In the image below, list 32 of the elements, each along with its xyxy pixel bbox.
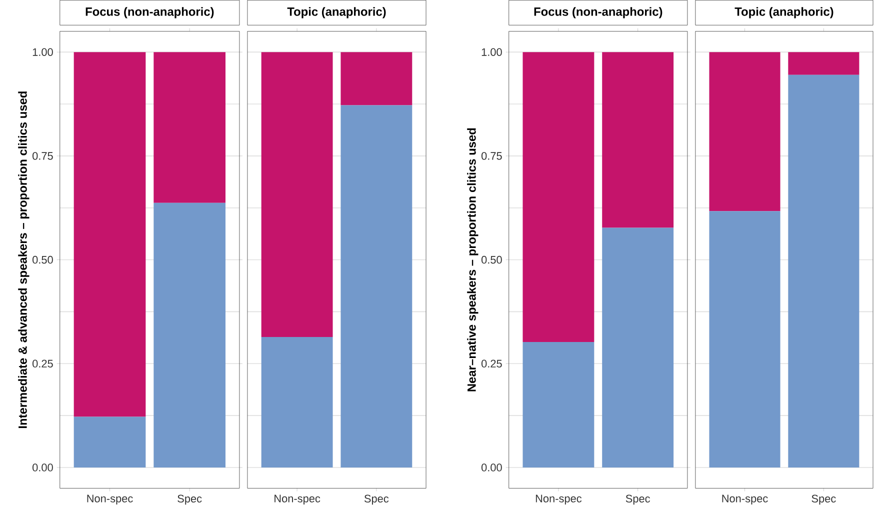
bar xyxy=(602,228,674,468)
y-tick-label: 0.75 xyxy=(32,152,53,160)
y-tick-label: 0.75 xyxy=(481,152,502,160)
x-tick-label: Spec xyxy=(178,494,202,505)
y-tick-label: 1.00 xyxy=(482,48,502,56)
bar xyxy=(522,342,594,468)
bar xyxy=(522,52,594,342)
y-tick-label: 0.25 xyxy=(481,360,502,368)
y-tick-label: 0.50 xyxy=(32,256,53,264)
chart-title: Focus (non-anaphoric) xyxy=(86,7,214,18)
y-tick-label: 0.00 xyxy=(32,464,53,472)
x-tick-label: Spec xyxy=(626,494,650,505)
chart-title: Focus (non-anaphoric) xyxy=(534,7,662,18)
bar xyxy=(602,52,674,228)
x-tick-label: Non-spec xyxy=(536,494,582,504)
bar xyxy=(154,202,226,468)
y-tick-label: 0.25 xyxy=(32,360,53,368)
y-tick-label: 1.00 xyxy=(32,48,53,56)
y-tick-label: 0.00 xyxy=(481,464,502,472)
x-tick-label: Spec xyxy=(812,494,836,505)
x-tick-label: Spec xyxy=(364,494,389,505)
x-tick-label: Non-spec xyxy=(87,494,133,504)
bar xyxy=(74,52,146,417)
chart-title: Topic (anaphoric) xyxy=(287,7,386,18)
chart-title: Topic (anaphoric) xyxy=(734,7,834,18)
bar xyxy=(74,416,146,468)
y-axis-title: Near–native speakers – proportion clitics used xyxy=(467,128,478,392)
y-tick-label: 0.50 xyxy=(481,256,502,264)
x-tick-label: Non-spec xyxy=(274,494,320,504)
bar xyxy=(154,52,226,203)
y-axis-title: Intermediate & advanced speakers – proportion clitics used xyxy=(18,91,30,428)
x-tick-label: Non-spec xyxy=(722,494,768,504)
